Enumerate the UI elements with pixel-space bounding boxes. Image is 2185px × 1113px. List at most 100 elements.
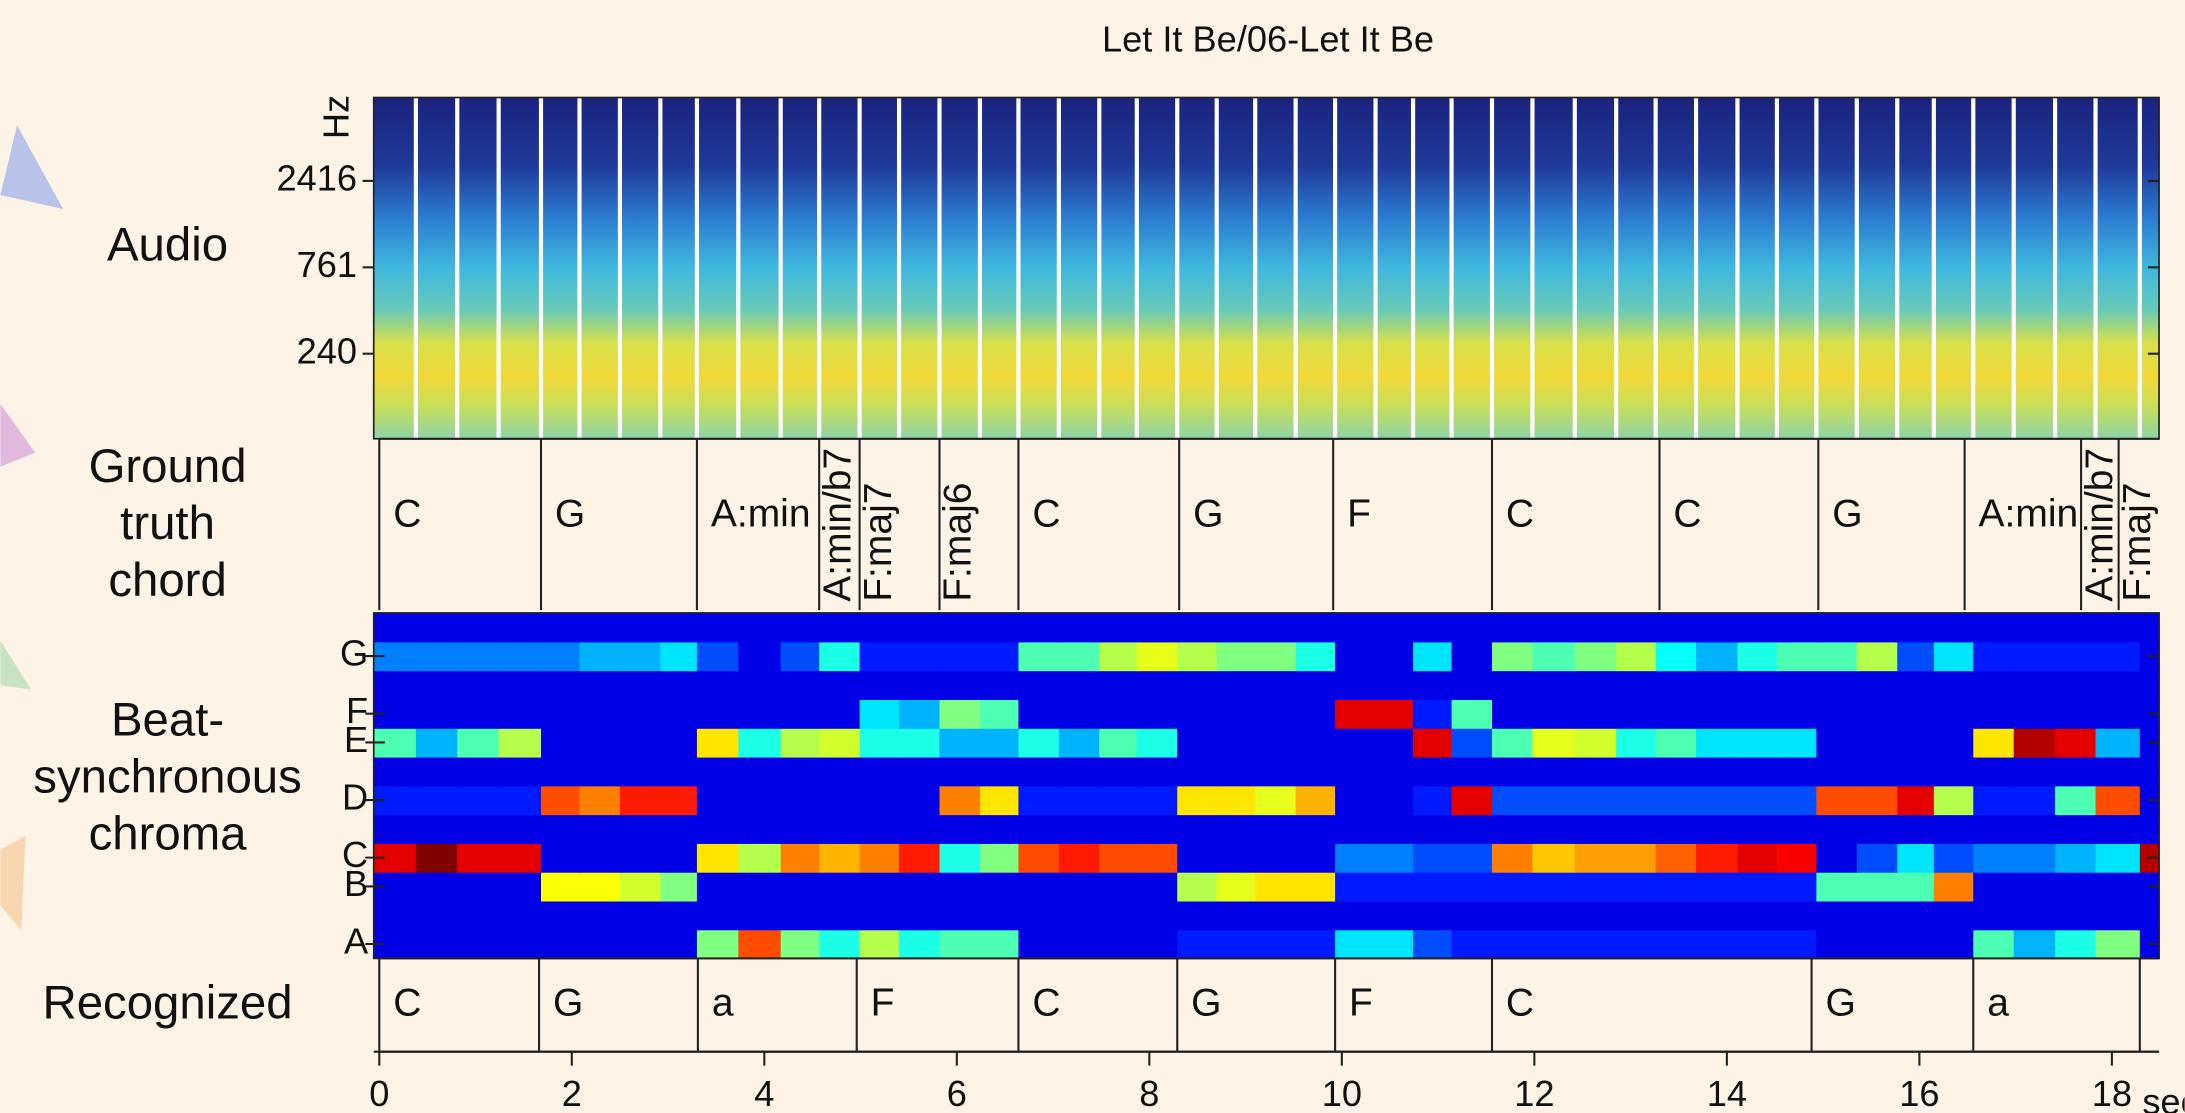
chroma-cell	[1375, 756, 1414, 787]
chroma-cell	[939, 699, 981, 729]
chroma-cell	[1574, 900, 1617, 931]
chroma-cell	[696, 670, 740, 700]
chroma-cell	[1295, 699, 1336, 729]
chroma-cell	[2013, 843, 2056, 873]
chroma-cell	[2139, 670, 2160, 700]
chroma-cell	[1216, 756, 1256, 787]
chroma-cell	[1897, 612, 1935, 643]
chroma-cell	[1532, 756, 1576, 787]
chroma-cell	[1532, 843, 1576, 873]
chord-label: C	[1506, 981, 1534, 1024]
chroma-cell	[819, 900, 861, 931]
chroma-cell	[780, 872, 820, 902]
chroma-cell	[939, 670, 981, 700]
chroma-cell	[1018, 785, 1060, 816]
chroma-cell	[1295, 814, 1336, 844]
chroma-cell	[579, 785, 621, 816]
chroma-cell	[1099, 785, 1138, 816]
chroma-cell	[1413, 756, 1453, 787]
chroma-cell	[2013, 900, 2056, 931]
chroma-cell	[1335, 756, 1377, 787]
chroma-cell	[1177, 756, 1218, 787]
chroma-cell	[1255, 641, 1297, 672]
chroma-cell	[939, 814, 981, 844]
chroma-cell	[696, 612, 740, 643]
chroma-cell	[660, 785, 698, 816]
chroma-cell	[619, 872, 662, 902]
chord-label: F	[1347, 492, 1371, 535]
chroma-cell	[457, 900, 500, 931]
chroma-cell	[1933, 872, 1974, 902]
chroma-cell	[415, 612, 458, 643]
chroma-cell	[819, 843, 861, 873]
chroma-cell	[1655, 670, 1697, 700]
chroma-cell	[1933, 900, 1974, 931]
chroma-cell	[1655, 699, 1697, 729]
chroma-cell	[498, 699, 542, 729]
chroma-cell	[660, 756, 698, 787]
chroma-cell	[1099, 641, 1138, 672]
chroma-cell	[738, 699, 782, 729]
chroma-cell	[979, 872, 1020, 902]
chroma-cell	[1492, 814, 1534, 844]
chroma-cell	[696, 900, 740, 931]
chroma-cell	[1532, 612, 1576, 643]
chroma-cell	[1413, 699, 1453, 729]
chroma-cell	[1856, 612, 1898, 643]
chroma-cell	[660, 814, 698, 844]
chroma-cell	[1973, 929, 2015, 960]
chroma-cell	[415, 699, 458, 729]
chroma-cell	[1018, 900, 1060, 931]
chroma-cell	[1655, 612, 1697, 643]
chroma-cell	[1816, 900, 1858, 931]
chroma-cell	[819, 814, 861, 844]
y-tick-label: 240	[297, 330, 357, 371]
y-tick-label: G	[340, 633, 368, 674]
chroma-cell	[780, 843, 820, 873]
chroma-cell	[1856, 843, 1898, 873]
chroma-cell	[1216, 728, 1256, 758]
panel-label: chroma	[89, 808, 248, 861]
chroma-cell	[1413, 843, 1453, 873]
chroma-cell	[738, 785, 782, 816]
chroma-cell	[1776, 670, 1818, 700]
chroma-cell	[1255, 900, 1297, 931]
chroma-cell	[859, 900, 900, 931]
chroma-cell	[859, 929, 900, 960]
chroma-cell	[1018, 814, 1060, 844]
chroma-cell	[1574, 785, 1617, 816]
chroma-cell	[1655, 756, 1697, 787]
chroma-cell	[1574, 612, 1617, 643]
chroma-cell	[1737, 612, 1778, 643]
chroma-cell	[1099, 843, 1138, 873]
chroma-cell	[1451, 728, 1493, 758]
chroma-cell	[1335, 641, 1377, 672]
chroma-cell	[859, 843, 900, 873]
chord-label: C	[393, 492, 421, 535]
chroma-cell	[1532, 670, 1576, 700]
panel-label: Ground	[89, 440, 247, 493]
chroma-cell	[1058, 699, 1100, 729]
chroma-cell	[1375, 814, 1414, 844]
x-tick-label: 4	[754, 1073, 774, 1113]
chroma-cell	[1413, 872, 1453, 902]
chroma-cell	[540, 756, 581, 787]
chord-label: C	[1032, 981, 1060, 1024]
chroma-cell	[780, 814, 820, 844]
chroma-cell	[1616, 756, 1657, 787]
chroma-cell	[1816, 756, 1858, 787]
chroma-cell	[1616, 670, 1657, 700]
chroma-cell	[1451, 814, 1493, 844]
chroma-cell	[780, 670, 820, 700]
chroma-cell	[1816, 929, 1858, 960]
chroma-cell	[1255, 728, 1297, 758]
chroma-cell	[2139, 756, 2160, 787]
chroma-cell	[859, 670, 900, 700]
chroma-cell	[1532, 872, 1576, 902]
chroma-cell	[540, 670, 581, 700]
chroma-cell	[1655, 641, 1697, 672]
chroma-cell	[1737, 900, 1778, 931]
chroma-cell	[1451, 756, 1493, 787]
chroma-cell	[1492, 843, 1534, 873]
chroma-cell	[540, 785, 581, 816]
